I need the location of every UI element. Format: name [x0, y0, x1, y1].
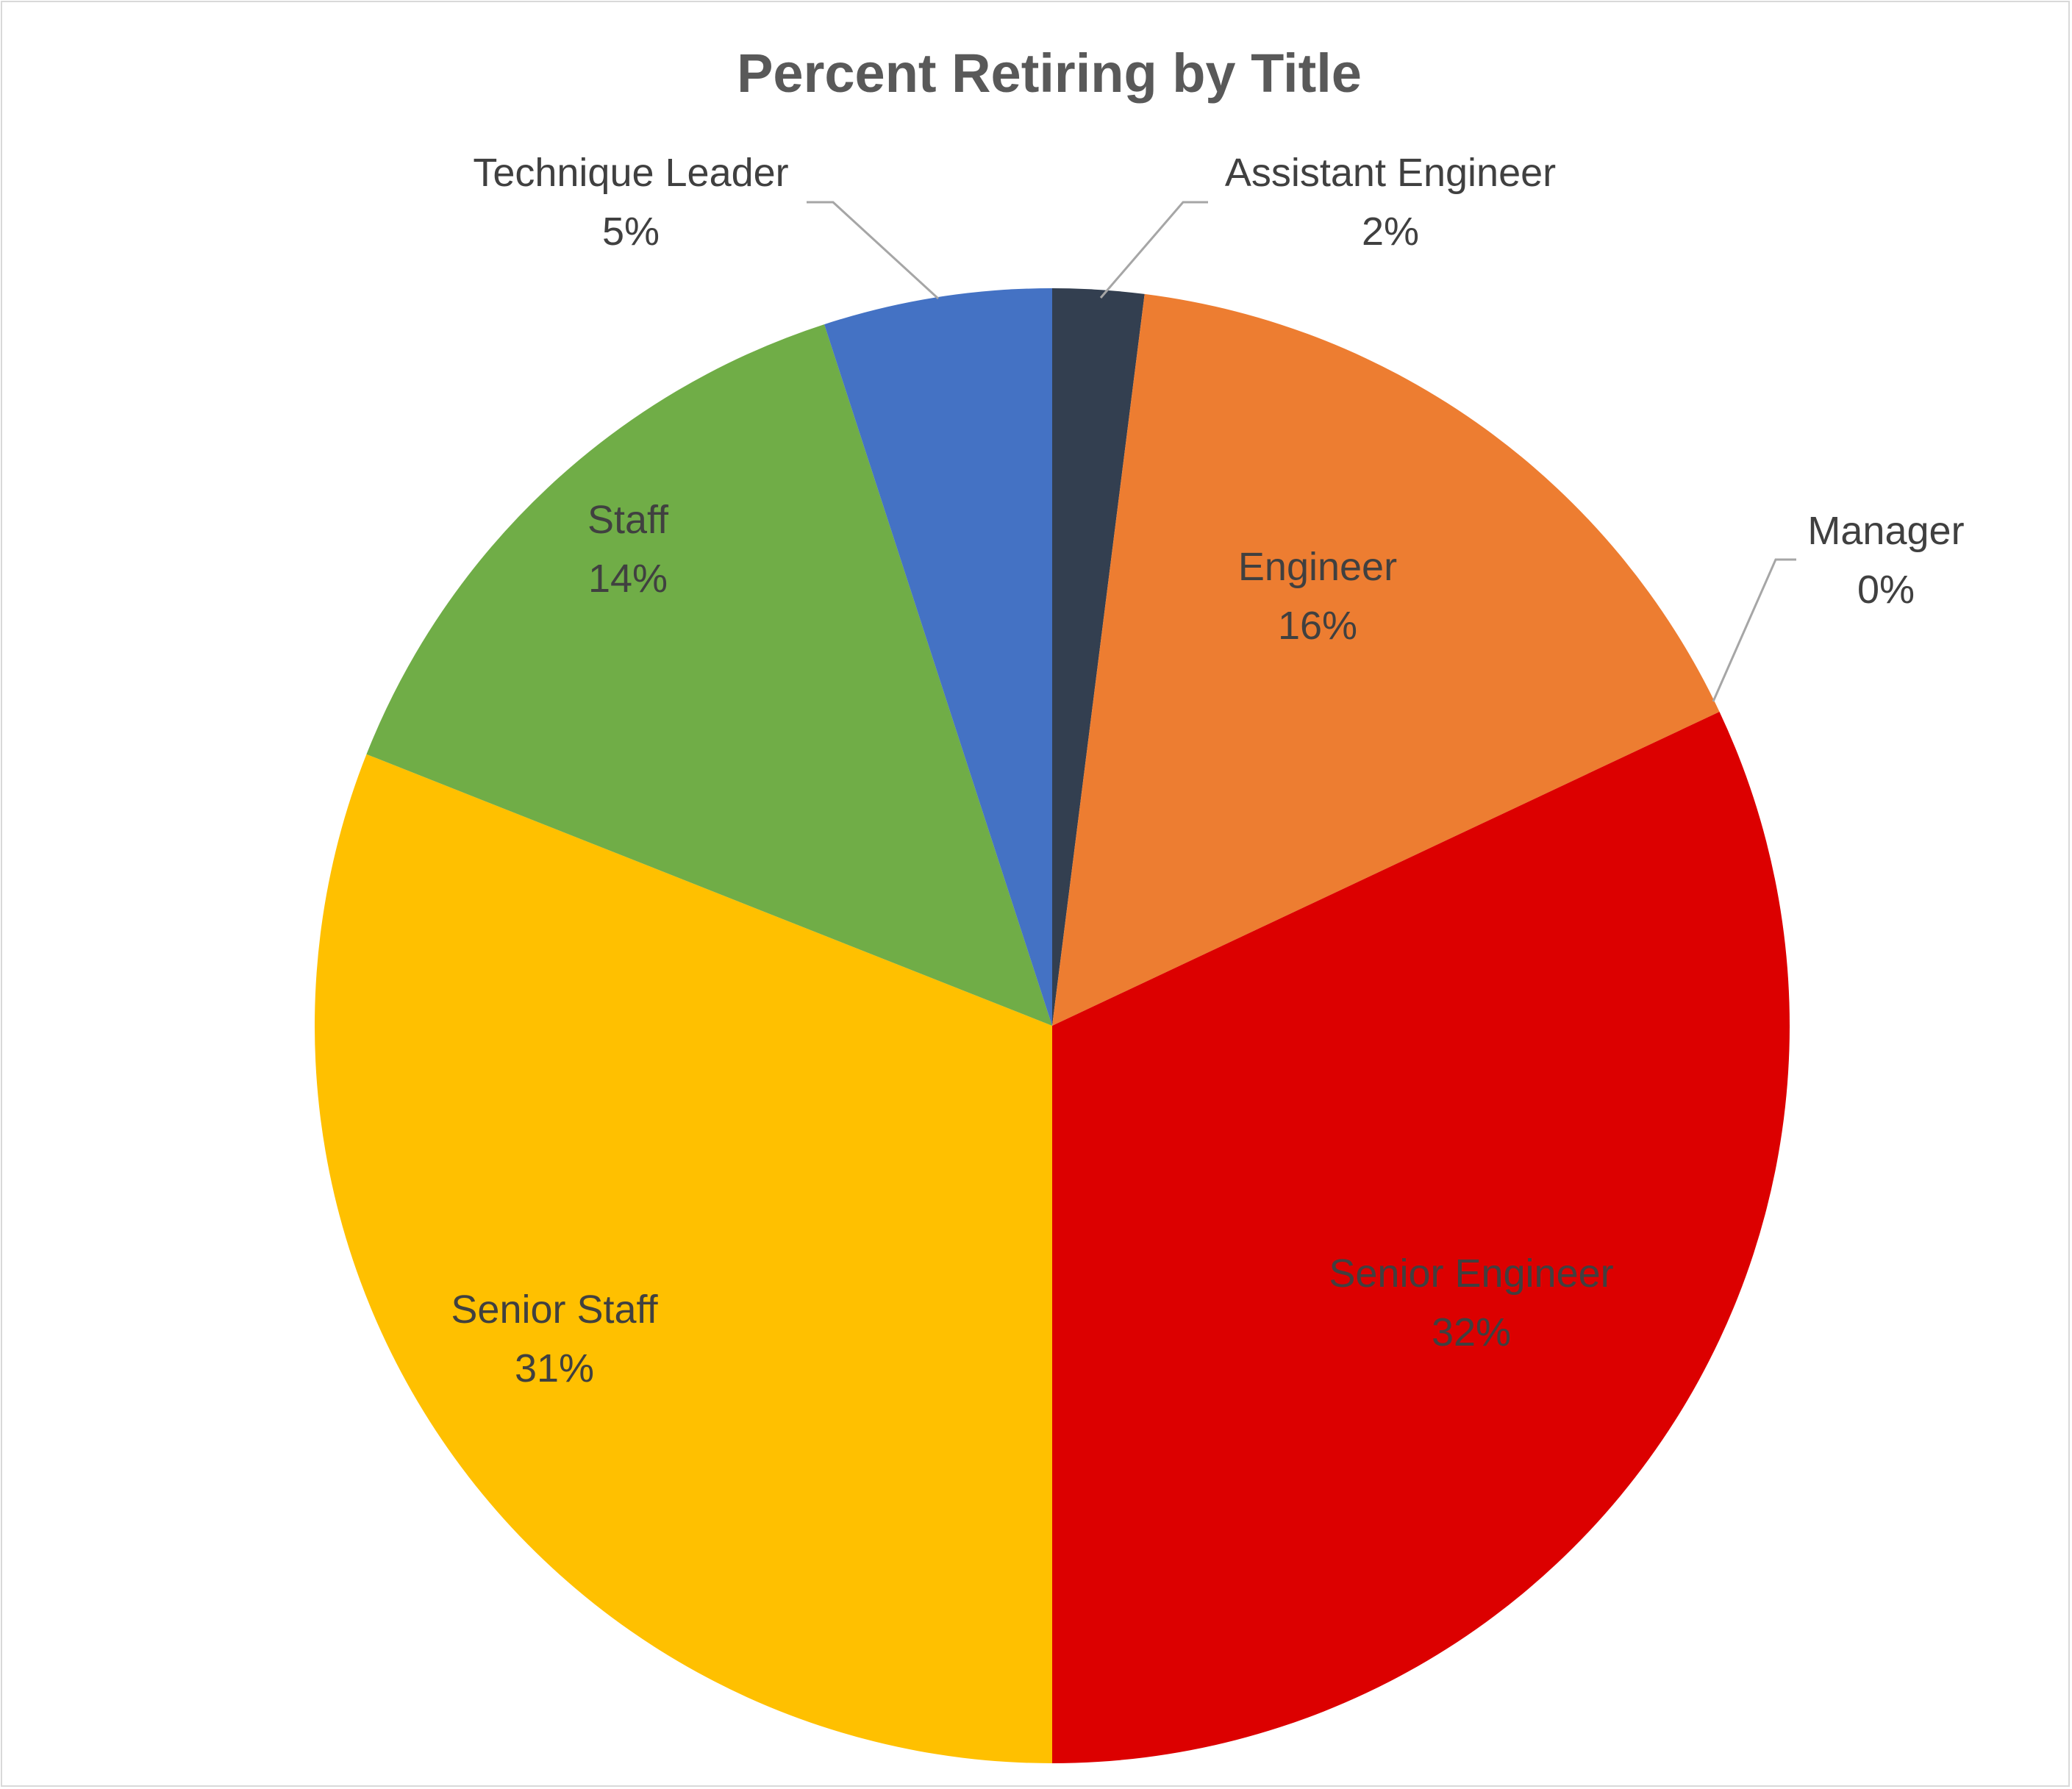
- data-labels: Assistant Engineer 2% Engineer 16% Manager 0%…: [451, 151, 1964, 1390]
- slice-staff: [366, 324, 1052, 1026]
- slice-assistant-engineer: [1052, 288, 1145, 1026]
- data-label-senior-engineer: Senior Engineer 32%: [1329, 1251, 1613, 1354]
- label-category-technique-leader: Technique Leader: [473, 151, 788, 195]
- label-category-manager: Manager: [1807, 509, 1964, 553]
- pie-slices: [314, 288, 1790, 1763]
- slice-senior-engineer: [1052, 711, 1790, 1763]
- label-category-engineer: Engineer: [1238, 545, 1397, 589]
- data-label-senior-staff: Senior Staff 31%: [451, 1288, 658, 1390]
- leader-lines: [807, 201, 1796, 702]
- label-value-assistant-engineer: 2%: [1362, 210, 1419, 254]
- data-label-manager: Manager 0%: [1807, 509, 1964, 612]
- label-value-senior-staff: 31%: [515, 1346, 594, 1390]
- leader-line-manager: [1712, 558, 1796, 702]
- slice-senior-staff: [314, 754, 1052, 1763]
- label-value-staff: 14%: [588, 557, 668, 601]
- label-category-senior-staff: Senior Staff: [451, 1288, 658, 1332]
- label-category-staff: Staff: [587, 498, 669, 542]
- label-value-manager: 0%: [1857, 568, 1915, 612]
- label-value-technique-leader: 5%: [602, 210, 660, 254]
- data-label-technique-leader: Technique Leader 5%: [473, 151, 788, 254]
- chart-title: Percent Retiring by Title: [737, 43, 1362, 104]
- label-category-senior-engineer: Senior Engineer: [1329, 1251, 1613, 1296]
- data-label-assistant-engineer: Assistant Engineer 2%: [1225, 151, 1556, 254]
- data-label-staff: Staff 14%: [587, 498, 669, 601]
- slice-technique-leader: [824, 288, 1052, 1026]
- slice-engineer: [1052, 293, 1720, 1026]
- label-value-engineer: 16%: [1278, 604, 1357, 648]
- leader-line-assistant-engineer: [1099, 201, 1208, 299]
- leader-line-technique-leader: [807, 201, 940, 300]
- data-label-engineer: Engineer 16%: [1238, 545, 1397, 648]
- label-value-senior-engineer: 32%: [1432, 1310, 1511, 1354]
- label-category-assistant-engineer: Assistant Engineer: [1225, 151, 1556, 195]
